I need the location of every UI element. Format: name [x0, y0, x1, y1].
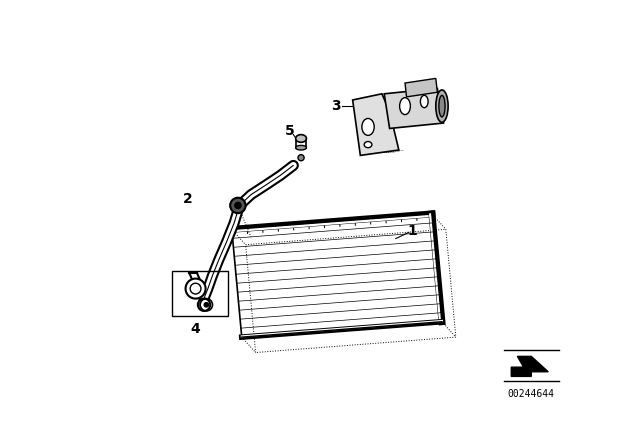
Ellipse shape [364, 142, 372, 148]
Polygon shape [353, 94, 399, 155]
Text: 00244644: 00244644 [508, 389, 555, 399]
Ellipse shape [420, 95, 428, 108]
Circle shape [198, 299, 210, 311]
Ellipse shape [399, 98, 410, 115]
Polygon shape [384, 88, 444, 129]
Text: 3: 3 [331, 99, 340, 113]
Text: 4: 4 [191, 323, 200, 336]
Polygon shape [511, 356, 548, 376]
Ellipse shape [436, 90, 448, 122]
Circle shape [190, 283, 201, 294]
Circle shape [204, 302, 209, 307]
Ellipse shape [439, 95, 445, 117]
Text: 1: 1 [408, 224, 417, 238]
Ellipse shape [296, 134, 307, 142]
Circle shape [298, 155, 304, 161]
Bar [172, 271, 228, 315]
Circle shape [186, 279, 205, 299]
Circle shape [235, 202, 241, 208]
Ellipse shape [296, 146, 307, 150]
Circle shape [200, 299, 212, 311]
Text: 5: 5 [285, 124, 294, 138]
Circle shape [230, 198, 246, 213]
Ellipse shape [362, 118, 374, 135]
Polygon shape [405, 78, 437, 97]
Text: 2: 2 [183, 192, 193, 206]
